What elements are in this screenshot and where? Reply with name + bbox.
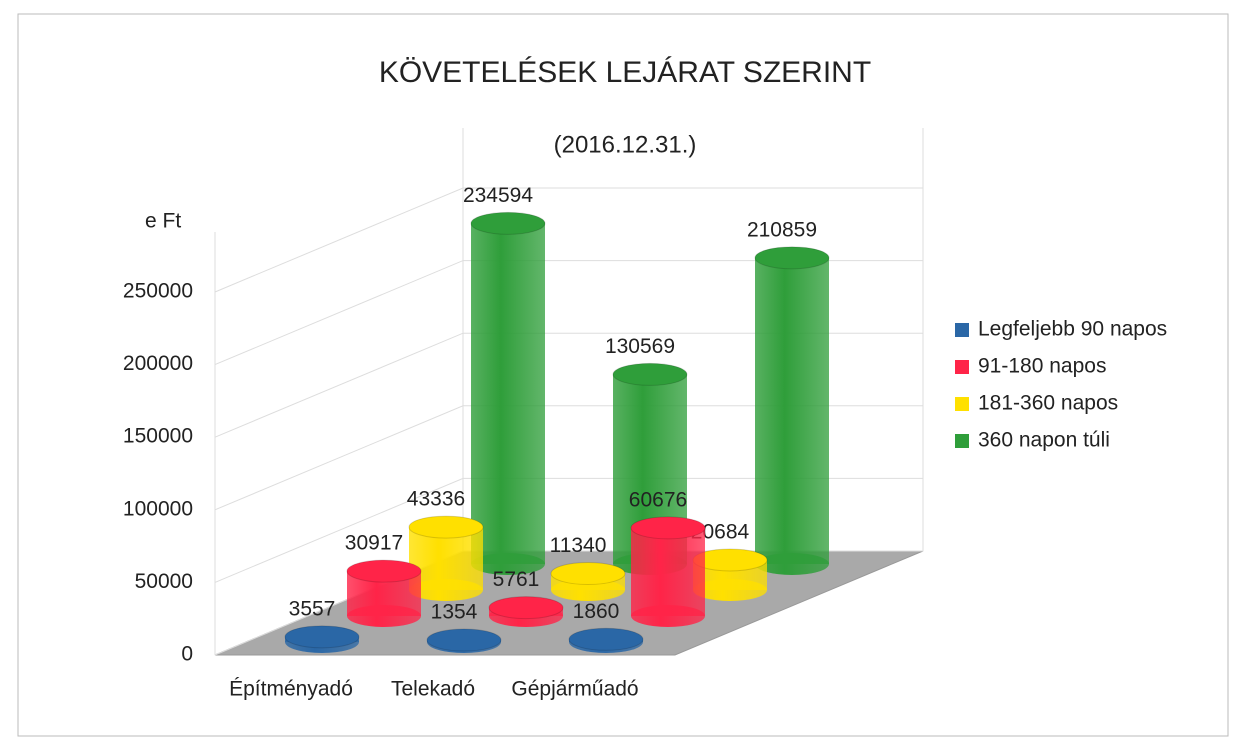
legend-swatch (955, 397, 969, 411)
cylinder-body (755, 257, 829, 564)
cylinder-top (612, 362, 688, 386)
cylinder-top (488, 596, 564, 620)
legend: Legfeljebb 90 napos 91-180 napos 181-360 n… (955, 318, 1167, 452)
cylinder-top (426, 628, 502, 652)
legend-label: 91-180 napos (978, 355, 1106, 378)
x-tick-label: Építményadó (229, 678, 353, 701)
y-tick-label: 200000 (123, 352, 193, 375)
data-label: 1860 (573, 600, 620, 623)
plot-area: 0 50000 100000 150000 200000 250000 Építményad… (123, 128, 924, 701)
cylinder-top (408, 515, 484, 539)
data-label: 43336 (407, 488, 465, 511)
cylinder-top (550, 562, 626, 586)
cylinder (408, 515, 484, 601)
cylinder (470, 211, 546, 575)
cylinder (426, 628, 502, 653)
cylinder (284, 625, 360, 653)
chart-border (17, 13, 1229, 737)
cylinder (568, 627, 644, 653)
cylinder (488, 596, 564, 627)
cylinder-top (754, 246, 830, 270)
data-label: 1354 (431, 601, 478, 624)
legend-swatch (955, 434, 969, 448)
legend-label: 360 napon túli (978, 429, 1110, 452)
y-tick-label: 250000 (123, 280, 193, 303)
cylinder (692, 548, 768, 601)
data-label: 210859 (747, 218, 817, 241)
cylinder-body (471, 223, 545, 564)
cylinder-top (284, 625, 360, 649)
cylinder (630, 516, 706, 627)
legend-swatch (955, 323, 969, 337)
data-label: 60676 (629, 488, 687, 511)
x-tick-label: Telekadó (391, 678, 475, 701)
legend-swatch (955, 360, 969, 374)
data-label: 5761 (493, 568, 540, 591)
y-tick-label: 50000 (135, 570, 193, 593)
cylinder (346, 559, 422, 627)
y-axis-label: e Ft (145, 210, 181, 233)
y-tick-label: 150000 (123, 425, 193, 448)
data-label: 11340 (550, 534, 607, 557)
data-label: 20684 (691, 521, 750, 544)
cylinder-top (470, 211, 546, 235)
cylinder-top (630, 516, 706, 540)
chart-subtitle: (2016.12.31.) (554, 131, 697, 158)
cylinder (550, 562, 626, 601)
chart-title: KÖVETELÉSEK LEJÁRAT SZERINT (379, 56, 871, 89)
data-label: 30917 (345, 532, 403, 555)
data-label: 130569 (605, 335, 675, 358)
x-tick-label: Gépjárműadó (511, 678, 638, 701)
data-label: 3557 (289, 597, 336, 620)
data-label: 234594 (463, 184, 533, 207)
legend-label: Legfeljebb 90 napos (978, 318, 1167, 341)
cylinder (754, 246, 830, 575)
legend-label: 181-360 napos (978, 392, 1118, 415)
grid-line (214, 187, 923, 293)
y-tick-label: 100000 (123, 497, 193, 520)
cylinder-top (346, 559, 422, 583)
y-tick-label: 0 (181, 643, 193, 666)
cylinder-body (631, 527, 705, 616)
cylinder-top (568, 627, 644, 651)
